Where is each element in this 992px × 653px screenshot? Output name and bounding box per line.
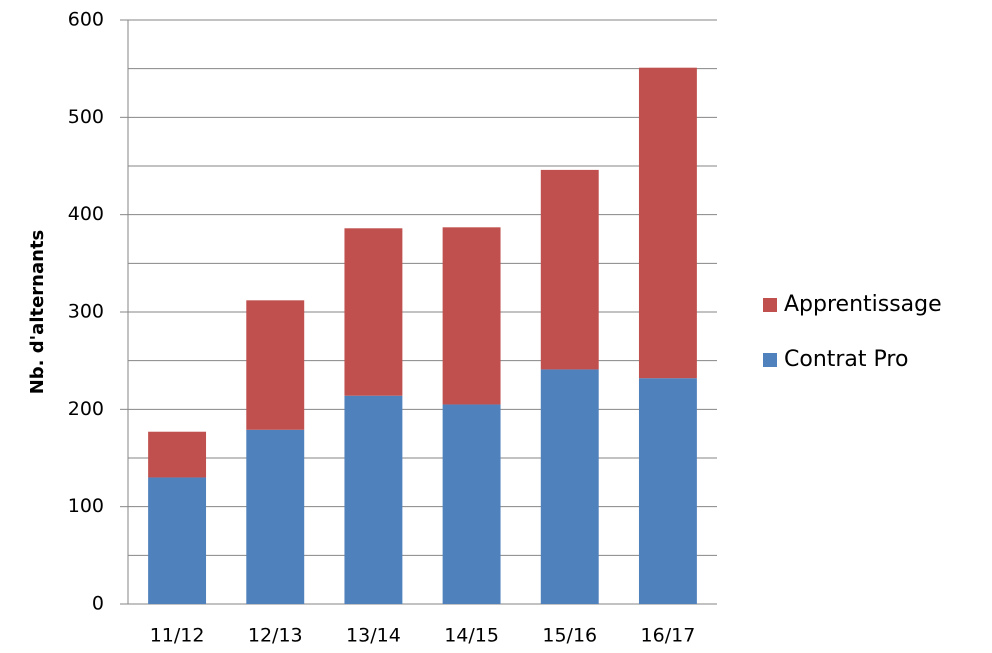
bar-segment (344, 395, 403, 604)
x-tick-label: 15/16 (542, 625, 597, 647)
bar-segment (540, 369, 599, 604)
bar-segment (246, 429, 305, 604)
legend-label: Apprentissage (784, 292, 942, 317)
legend-swatch (763, 298, 777, 312)
x-tick-label: 16/17 (641, 625, 696, 647)
legend-label: Contrat Pro (784, 347, 908, 372)
y-tick-label: 400 (68, 203, 104, 225)
bar-segment (442, 404, 501, 604)
y-axis-label: Nb. d'alternants (27, 230, 48, 395)
x-tick-label: 12/13 (248, 625, 303, 647)
bar-segment (638, 67, 697, 379)
x-tick-label: 13/14 (346, 625, 401, 647)
bar-segment (246, 300, 305, 430)
x-tick-label: 14/15 (444, 625, 499, 647)
bar-segment (148, 431, 207, 478)
y-tick-label: 200 (68, 398, 104, 420)
y-tick-label: 0 (92, 593, 104, 615)
bar-segment (638, 378, 697, 604)
bar-segment (442, 227, 501, 405)
legend-swatch (763, 353, 777, 367)
y-tick-label: 100 (68, 495, 104, 517)
y-tick-label: 500 (68, 106, 104, 128)
x-tick-label: 11/12 (150, 625, 205, 647)
bar-segment (540, 169, 599, 370)
y-tick-label: 300 (68, 301, 104, 323)
y-tick-label: 600 (68, 9, 104, 31)
bar-segment (148, 477, 207, 604)
bar-segment (344, 228, 403, 396)
